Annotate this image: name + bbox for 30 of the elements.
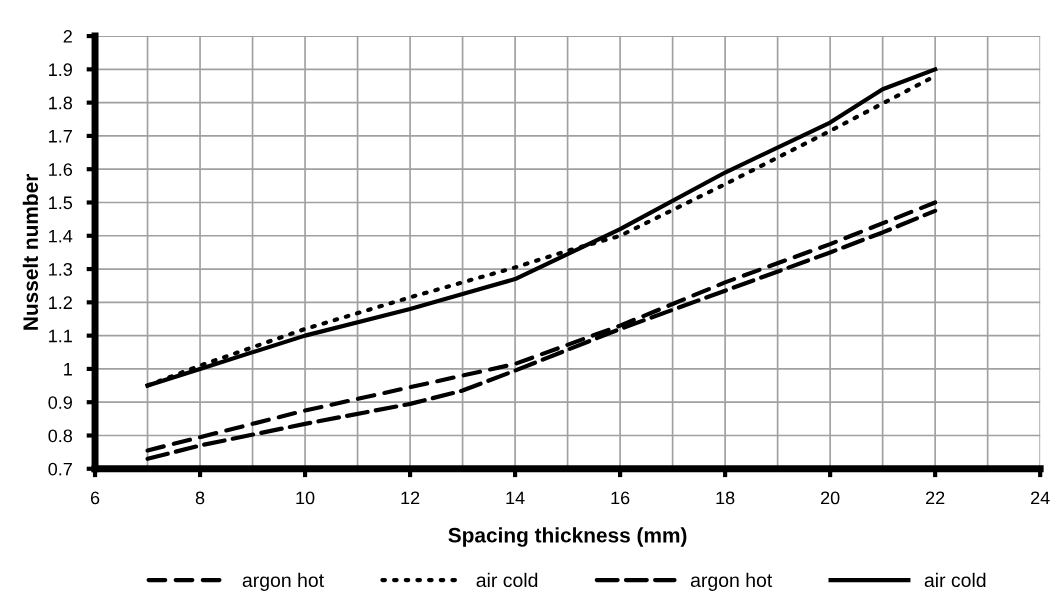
x-tick-label: 16	[611, 491, 630, 505]
y-tick-label: 2	[63, 29, 72, 43]
x-tick-label: 18	[716, 491, 735, 505]
y-axis-title: Nusselt number	[22, 174, 39, 330]
x-axis-title: Spacing thickness (mm)	[448, 527, 687, 547]
x-tick-label: 20	[821, 491, 840, 505]
legend-label: air cold	[476, 572, 538, 588]
y-tick-label: 1.7	[49, 130, 72, 143]
x-tick-label: 10	[296, 491, 315, 505]
y-tick-label: 0.7	[48, 462, 72, 476]
y-tick-label: 1.9	[49, 63, 72, 77]
x-tick-label: 14	[506, 491, 525, 505]
y-tick-label: 1.4	[49, 229, 73, 243]
y-tick-label: 1.1	[49, 329, 72, 343]
legend-label: argon hot	[242, 572, 324, 591]
y-tick-label: 1	[64, 363, 72, 376]
y-tick-label: 1.6	[49, 163, 73, 176]
legend-label: air cold	[924, 572, 986, 588]
y-tick-label: 1.3	[49, 263, 73, 276]
y-tick-label: 1.8	[49, 96, 73, 110]
y-tick-label: 0.8	[48, 429, 73, 443]
x-tick-label: 24	[1031, 491, 1050, 505]
x-tick-label: 8	[195, 491, 205, 505]
x-tick-label: 22	[926, 491, 945, 505]
legend-label: argon hot	[690, 572, 773, 591]
y-tick-label: 1.5	[49, 196, 73, 210]
x-tick-label: 6	[90, 491, 100, 505]
y-tick-label: 0.9	[48, 396, 72, 409]
y-tick-label: 1.2	[49, 296, 72, 309]
x-tick-label: 12	[401, 491, 420, 505]
